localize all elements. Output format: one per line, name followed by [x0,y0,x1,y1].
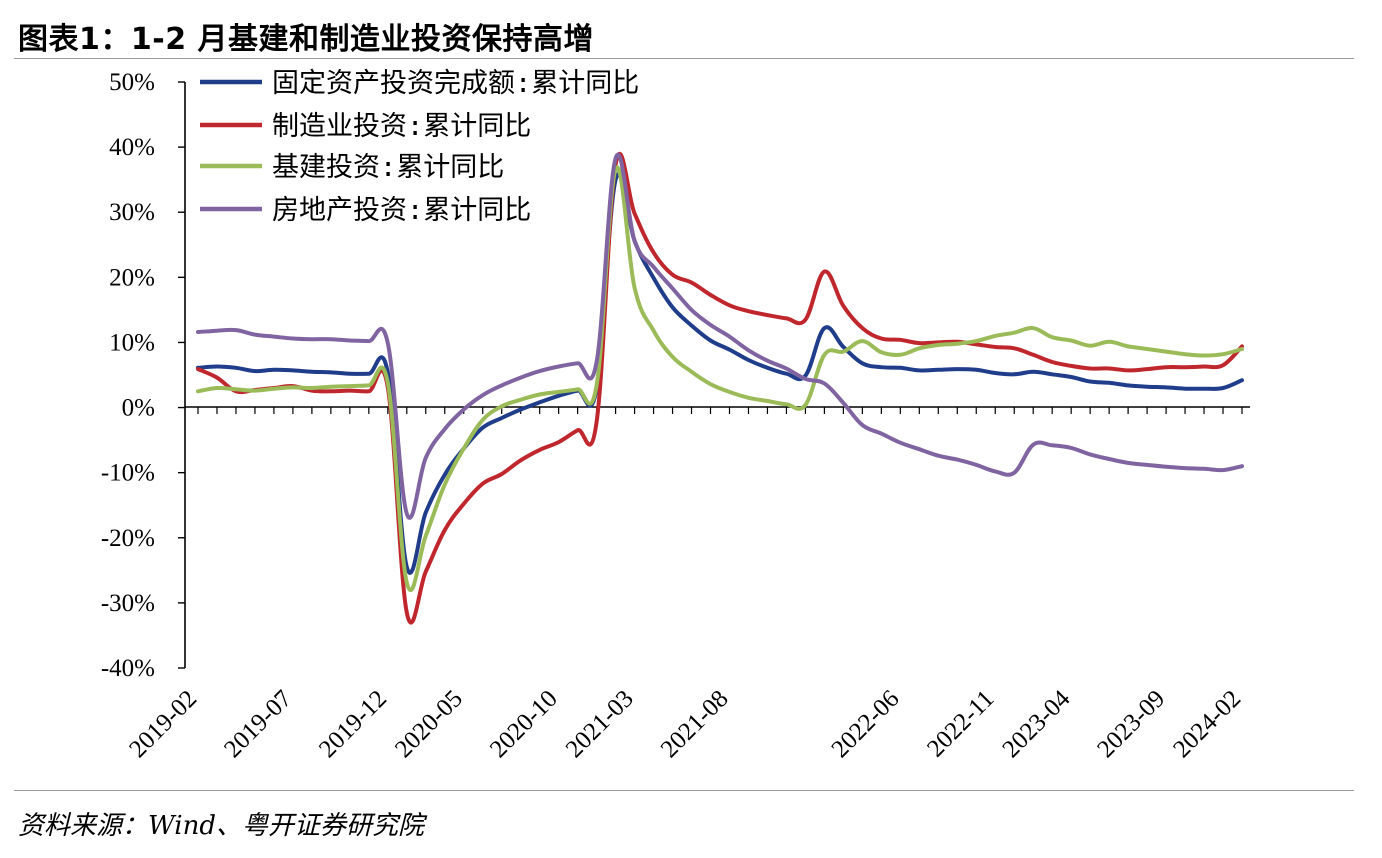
series-layer [196,152,1244,625]
y-tick-label: 40% [109,134,155,161]
x-tick-label: 2019-12 [314,685,392,763]
x-tick-label: 2019-02 [124,685,202,763]
legend-label: 基建投资:累计同比 [272,152,504,183]
x-tick-label: 2023-04 [997,685,1075,763]
series-line-1 [196,171,1244,575]
y-tick-label: -20% [101,525,155,552]
legend-label: 固定资产投资完成额:累计同比 [272,68,639,99]
y-tick-label: -30% [101,590,155,617]
x-tick-label: 2019-07 [219,685,297,763]
source-note: 资料来源：Wind、粤开证券研究院 [18,811,424,841]
legend: 固定资产投资完成额:累计同比制造业投资:累计同比基建投资:累计同比房地产投资:累… [200,68,639,226]
y-tick-label: -40% [101,655,155,682]
series-line-3 [196,165,1244,593]
y-tick-label: 20% [109,264,155,291]
y-tick-label: 30% [109,199,155,226]
x-tick-label: 2021-08 [656,685,734,763]
footer-divider [14,790,1354,791]
y-tick-label: 0% [122,395,155,422]
x-tick-label: 2020-10 [485,685,563,763]
y-axis: 50% 40% 30% 20% 10% 0% -10% -20% -30% -40% [101,69,186,682]
y-tick-label: -10% [101,460,155,487]
series-line-4 [196,152,1244,520]
title-divider [14,58,1354,59]
y-tick-label: 10% [109,329,155,356]
x-tick-label: 2024-02 [1168,685,1246,763]
x-tick-label: 2021-03 [561,685,639,763]
x-tick-label: 2020-05 [390,685,468,763]
x-tick-label: 2022-11 [922,685,999,762]
x-tick-label: 2022-06 [827,685,905,763]
legend-label: 制造业投资:累计同比 [272,111,531,142]
x-tick-label: 2023-09 [1092,685,1170,763]
page-title: 图表1：1-2 月基建和制造业投资保持高增 [18,22,595,57]
legend-label: 房地产投资:累计同比 [272,195,531,226]
y-tick-label: 50% [109,69,155,96]
